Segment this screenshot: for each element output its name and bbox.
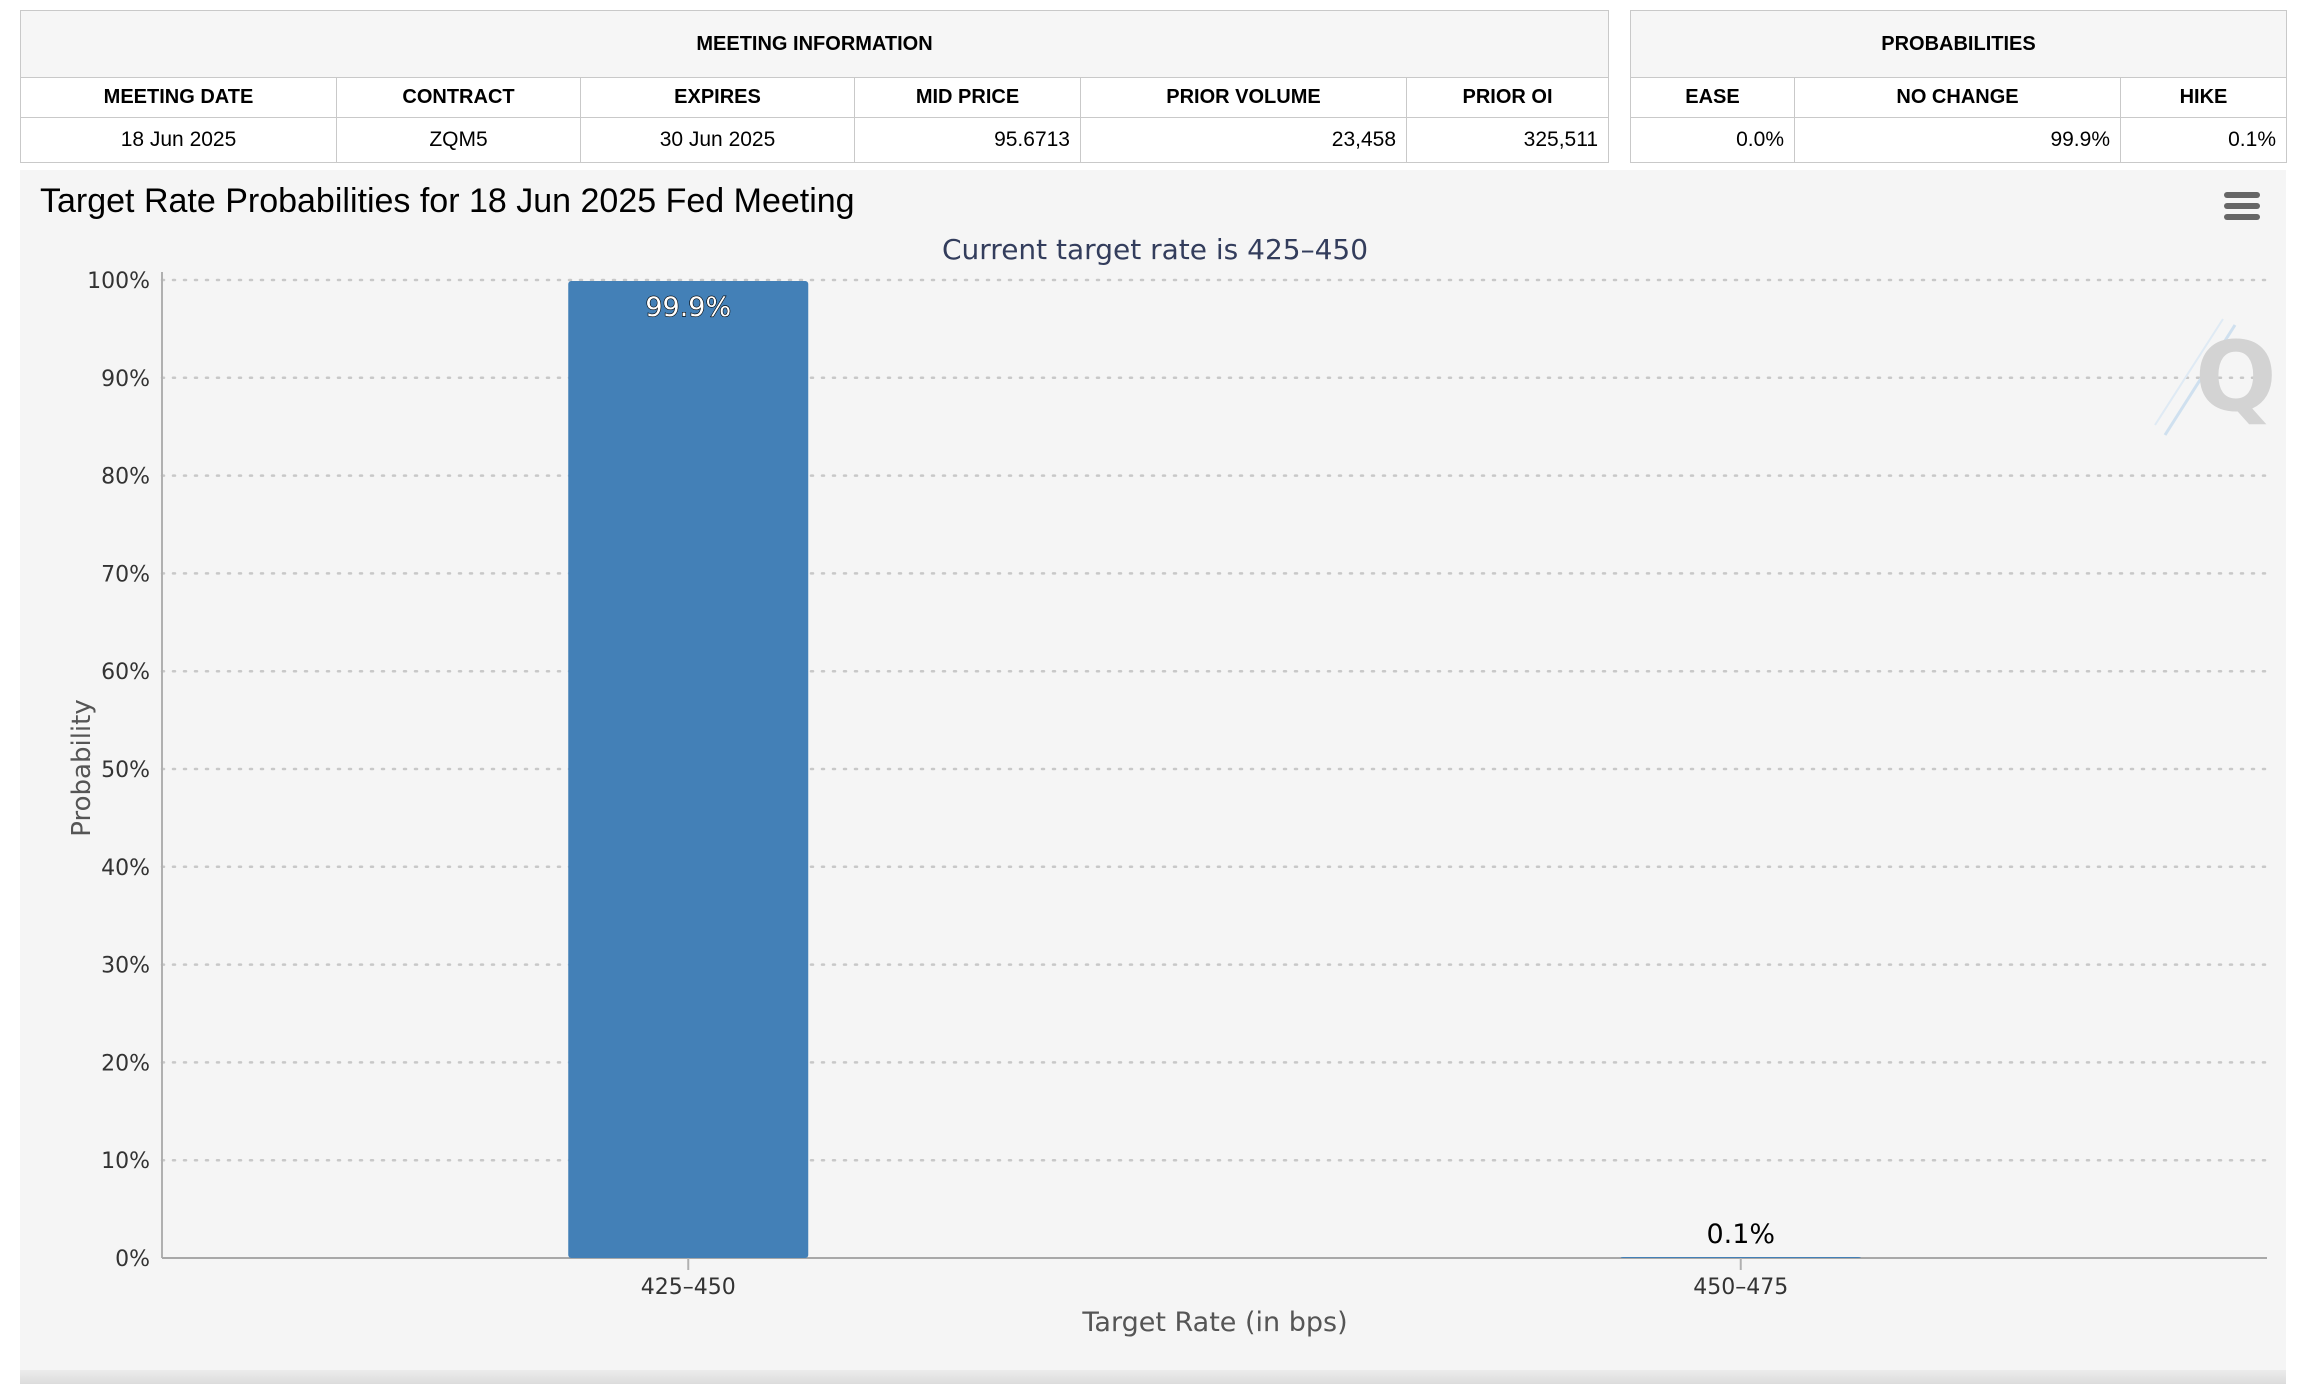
ease-header: EASE [1630, 77, 1795, 118]
contract-header: CONTRACT [336, 77, 581, 118]
bar-chart: 0% 10% 20% 30% 40% 50% 60% 70% 80% 90% 100% 425–450… [67, 233, 2277, 1338]
prior-volume-cell: 23,458 [1080, 117, 1407, 163]
probabilities-table: PROBABILITIES EASE NO CHANGE HIKE 0.0% 9… [1630, 10, 2287, 163]
y-tick-label: 90% [101, 367, 150, 392]
y-tick-label: 0% [115, 1247, 150, 1272]
meeting-information-title: MEETING INFORMATION [19, 10, 1610, 78]
meeting-date-cell: 18 Jun 2025 [20, 117, 337, 163]
expires-header: EXPIRES [580, 77, 855, 118]
bars [568, 280, 1861, 1258]
bar [568, 280, 809, 1258]
meeting-date-header: MEETING DATE [20, 77, 337, 118]
y-axis-label: Probability [67, 699, 97, 836]
hike-header: HIKE [2120, 77, 2287, 118]
expires-cell: 30 Jun 2025 [580, 117, 855, 163]
y-tick-label: 100% [87, 269, 150, 294]
y-tick-label: 10% [101, 1149, 150, 1174]
hamburger-menu-icon[interactable] [2224, 192, 2260, 222]
menu-bar-3 [2224, 214, 2260, 220]
prior-oi-header: PRIOR OI [1405, 77, 1610, 118]
hike-cell: 0.1% [2120, 117, 2287, 163]
meeting-information-table: MEETING INFORMATION MEETING DATE CONTRAC… [19, 10, 1610, 163]
bar [1620, 1257, 1861, 1258]
chart-axes: 0% 10% 20% 30% 40% 50% 60% 70% 80% 90% 100% 425–450… [87, 269, 2267, 1300]
mid-price-cell: 95.6713 [854, 117, 1081, 163]
prior-volume-header: PRIOR VOLUME [1080, 77, 1407, 118]
chart-panel: 0% 10% 20% 30% 40% 50% 60% 70% 80% 90% 100% 425–450… [20, 170, 2286, 1370]
menu-bar-1 [2224, 192, 2260, 198]
no-change-header: NO CHANGE [1794, 77, 2121, 118]
data-label: 0.1% [1706, 1219, 1775, 1250]
data-label: 99.9% [645, 292, 731, 323]
data-labels: 99.9% 0.1% [645, 291, 1775, 1250]
mid-price-header: MID PRICE [854, 77, 1081, 118]
y-tick-label: 50% [101, 758, 150, 783]
grid-lines [160, 278, 2269, 1162]
chart-title: Target Rate Probabilities for 18 Jun 202… [40, 182, 855, 220]
q-logo-watermark: Q [2154, 318, 2277, 436]
x-tick-label: 425–450 [641, 1275, 736, 1300]
y-tick-label: 60% [101, 660, 150, 685]
y-tick-label: 70% [101, 562, 150, 587]
y-tick-label: 30% [101, 954, 150, 979]
ease-cell: 0.0% [1630, 117, 1795, 163]
probabilities-title: PROBABILITIES [1630, 10, 2287, 78]
svg-text:Q: Q [2195, 321, 2277, 433]
x-axis-label: Target Rate (in bps) [1081, 1307, 1347, 1338]
y-tick-label: 80% [101, 465, 150, 490]
menu-bar-2 [2224, 203, 2260, 209]
chart-subtitle: Current target rate is 425–450 [942, 233, 1368, 266]
y-tick-label: 20% [101, 1051, 150, 1076]
no-change-cell: 99.9% [1794, 117, 2121, 163]
panel-bottom-edge [20, 1370, 2286, 1384]
prior-oi-cell: 325,511 [1405, 117, 1610, 163]
x-tick-label: 450–475 [1693, 1275, 1788, 1300]
contract-cell: ZQM5 [336, 117, 581, 163]
y-tick-label: 40% [101, 856, 150, 881]
